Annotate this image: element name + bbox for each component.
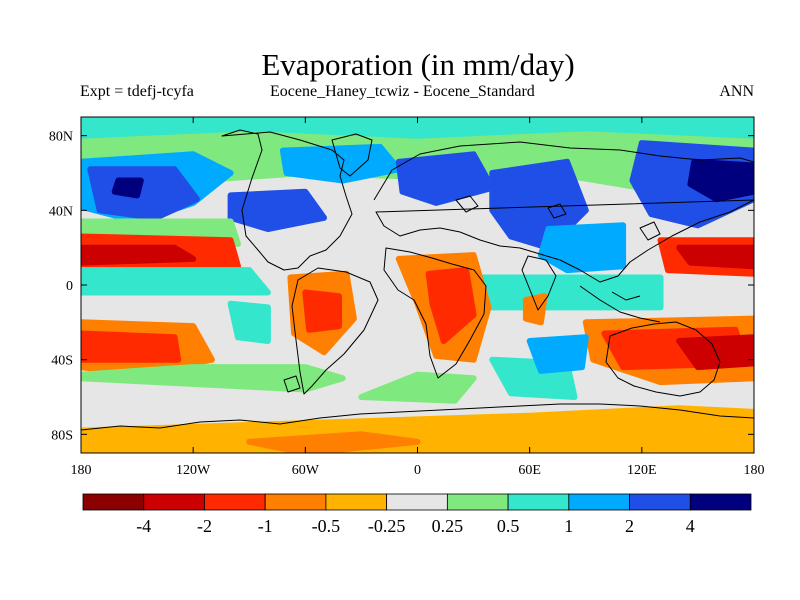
coastline-islands xyxy=(283,195,661,393)
colorbar-label: 1 xyxy=(564,516,573,536)
map-title: Evaporation (in mm/day) xyxy=(261,47,575,82)
field-region-14 xyxy=(81,244,197,266)
season-label: ANN xyxy=(719,83,754,100)
colorbar-swatch xyxy=(507,493,570,511)
field-region-6 xyxy=(279,143,402,184)
field-region-17 xyxy=(81,267,271,296)
field-region-4 xyxy=(111,177,144,199)
x-tick-label: 120E xyxy=(627,463,657,478)
colorbar-label: -4 xyxy=(136,516,151,536)
field-region-18 xyxy=(470,274,664,311)
x-tick-label: 180 xyxy=(71,463,92,478)
colorbar-swatch xyxy=(629,493,691,511)
field-region-16 xyxy=(676,244,754,270)
colorbar-swatch xyxy=(386,493,448,511)
field-region-20 xyxy=(302,289,342,333)
colorbar-label: 0.25 xyxy=(432,516,464,536)
colorbar-swatch xyxy=(204,493,266,511)
colorbar-swatch xyxy=(325,493,388,511)
coastline-india xyxy=(521,255,557,311)
field-region-9 xyxy=(537,222,627,274)
coastline-north-america xyxy=(221,129,353,271)
colorbar-swatch xyxy=(689,493,752,511)
y-tick-label: 80N xyxy=(49,130,73,145)
field-region-35 xyxy=(526,334,589,374)
axis-tick-marks xyxy=(80,117,755,453)
coastline-south-america xyxy=(291,267,379,395)
field-region-28 xyxy=(676,334,754,371)
y-tick-label: 80S xyxy=(51,428,73,443)
coastline-africa xyxy=(383,247,487,379)
y-tick-label: 40S xyxy=(51,354,73,369)
field-region-25 xyxy=(81,330,182,363)
colorbar-label: -0.25 xyxy=(368,516,406,536)
field-region-29 xyxy=(81,364,346,393)
x-tick-label: 120W xyxy=(176,463,211,478)
coastline-southeast-asia xyxy=(579,285,661,323)
field-region-32 xyxy=(246,431,421,453)
colorbar-label: 2 xyxy=(625,516,634,536)
coastline-greenland xyxy=(331,133,373,177)
colorbar-swatch xyxy=(264,493,327,511)
y-tick-label: 40N xyxy=(49,204,73,219)
coastline-antarctica xyxy=(81,403,754,431)
colorbar-swatch xyxy=(143,493,205,511)
field-region-33 xyxy=(358,371,477,404)
coastline-australia xyxy=(605,321,721,397)
evaporation-field xyxy=(81,117,754,453)
axis-tick-labels: 80N 40N 0 40S 80S 180 120W 60W 0 60E 120E 180 xyxy=(49,130,765,478)
colorbar-label: 0.5 xyxy=(497,516,520,536)
coastlines xyxy=(81,129,754,431)
x-tick-label: 180 xyxy=(744,463,765,478)
colorbar-swatch xyxy=(568,493,630,511)
colorbar-swatch xyxy=(82,493,145,511)
x-tick-label: 0 xyxy=(414,463,421,478)
colorbar-label: 4 xyxy=(686,516,695,536)
field-region-7 xyxy=(395,151,496,206)
field-region-22 xyxy=(425,267,477,344)
field-region-30 xyxy=(227,300,271,344)
x-tick-label: 60E xyxy=(518,463,541,478)
colorbar-label: -2 xyxy=(197,516,212,536)
colorbar-label: -1 xyxy=(258,516,273,536)
field-region-1 xyxy=(81,117,754,139)
colorbar: -4 -2 -1 -0.5 -0.25 0.25 0.5 1 2 4 xyxy=(82,493,752,536)
experiment-label: Expt = tdefj-tcyfa xyxy=(80,83,194,100)
x-tick-label: 60W xyxy=(292,463,320,478)
y-tick-label: 0 xyxy=(66,279,73,294)
colorbar-swatch xyxy=(446,493,509,511)
field-region-5 xyxy=(227,188,327,232)
colorbar-label: -0.5 xyxy=(312,516,341,536)
field-region-11 xyxy=(687,158,754,203)
field-region-23 xyxy=(522,293,548,326)
coastline-europe-asia xyxy=(373,141,754,283)
comparison-label: Eocene_Haney_tcwiz - Eocene_Standard xyxy=(270,83,535,100)
